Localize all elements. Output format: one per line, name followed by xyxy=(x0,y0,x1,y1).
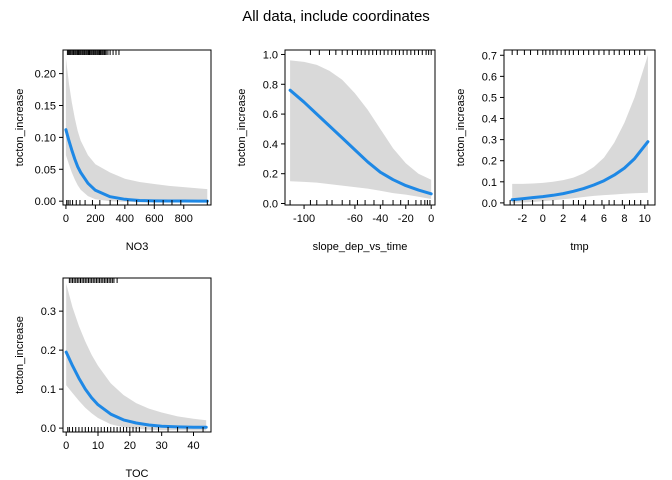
confidence-band xyxy=(512,55,648,203)
x-tick-label: -40 xyxy=(372,213,388,225)
fitted-line xyxy=(288,88,433,196)
y-tick-label: 0.4 xyxy=(482,114,497,126)
x-tick-label: 400 xyxy=(116,213,134,225)
y-tick-label: 0.1 xyxy=(482,177,497,189)
fitted-line xyxy=(510,140,650,202)
x-axis-label: slope_dep_vs_time xyxy=(313,241,408,253)
x-tick-label: 600 xyxy=(145,213,163,225)
x-tick-label: 0 xyxy=(540,213,546,225)
y-tick-label: 0.2 xyxy=(41,345,56,357)
plot-frame xyxy=(62,277,212,433)
y-tick-label: 1.0 xyxy=(263,49,278,61)
y-axis-label: tocton_increase xyxy=(455,89,467,167)
fitted-line xyxy=(64,350,208,429)
y-tick-label: 0.3 xyxy=(482,135,497,147)
y-tick-label: 0.3 xyxy=(41,306,56,318)
x-tick-label: 800 xyxy=(175,213,193,225)
x-tick-label: 0 xyxy=(63,440,69,452)
fitted-line xyxy=(64,128,209,203)
y-axis-label: tocton_increase xyxy=(236,89,248,167)
x-axis-label: TOC xyxy=(125,468,148,480)
y-axis-label: tocton_increase xyxy=(14,89,26,167)
x-tick-label: 200 xyxy=(86,213,104,225)
x-tick-label: -60 xyxy=(347,213,363,225)
plot-frame xyxy=(62,49,212,206)
panel-no3: 0 200 400 600 800 0.00 0.05 0.10 0.15 0.20 NO3 toct… xyxy=(14,49,212,253)
confidence-band xyxy=(66,283,207,431)
confidence-band xyxy=(290,60,432,200)
y-tick-label: 0.0 xyxy=(263,199,278,211)
panel-toc: 0 10 20 30 40 0.0 0.1 0.2 0.3 TOC tocton_increase xyxy=(14,277,212,480)
x-axis-label: NO3 xyxy=(126,241,149,253)
y-tick-label: 0.4 xyxy=(263,139,278,151)
y-tick-label: 0.20 xyxy=(35,69,56,81)
x-tick-label: 4 xyxy=(581,213,587,225)
y-tick-label: 0.2 xyxy=(482,156,497,168)
x-tick-label: 6 xyxy=(601,213,607,225)
y-tick-label: 0.00 xyxy=(35,196,56,208)
y-tick-label: 0.10 xyxy=(35,132,56,144)
x-tick-label: 30 xyxy=(156,440,168,452)
x-tick-label: 10 xyxy=(639,213,651,225)
y-tick-label: 0.8 xyxy=(263,79,278,91)
y-tick-label: 0.15 xyxy=(35,100,56,112)
x-axis-label: tmp xyxy=(570,241,588,253)
plot-frame xyxy=(503,49,656,206)
y-tick-label: 0.2 xyxy=(263,169,278,181)
confidence-band xyxy=(65,57,208,203)
figure-title: All data, include coordinates xyxy=(242,8,430,25)
x-tick-label: 2 xyxy=(560,213,566,225)
y-tick-label: 0.0 xyxy=(41,423,56,435)
y-tick-label: 0.7 xyxy=(482,50,497,62)
x-tick-label: -100 xyxy=(293,213,315,225)
plot-frame xyxy=(284,49,436,206)
panel-tmp: -2 0 2 4 6 8 10 0.0 0.1 0.2 0.3 0.4 0.5 0.6 0.7 tmp toct… xyxy=(455,49,656,253)
y-axis-label: tocton_increase xyxy=(14,316,26,394)
x-tick-label: 10 xyxy=(92,440,104,452)
y-tick-label: 0.05 xyxy=(35,164,56,176)
y-tick-label: 0.6 xyxy=(263,109,278,121)
panel-slope-dep-vs-time: -100 -60 -40 -20 0 0.0 0.2 0.4 0.6 0.8 1.0 slope_de… xyxy=(236,49,436,253)
y-tick-label: 0.0 xyxy=(482,198,497,210)
x-tick-label: 8 xyxy=(621,213,627,225)
x-tick-label: 40 xyxy=(187,440,199,452)
x-tick-label: 20 xyxy=(124,440,136,452)
y-tick-label: 0.5 xyxy=(482,92,497,104)
y-tick-label: 0.6 xyxy=(482,71,497,83)
x-tick-label: -20 xyxy=(398,213,414,225)
x-tick-label: -2 xyxy=(517,213,527,225)
x-tick-label: 0 xyxy=(428,213,434,225)
x-tick-label: 0 xyxy=(63,213,69,225)
y-tick-label: 0.1 xyxy=(41,384,56,396)
